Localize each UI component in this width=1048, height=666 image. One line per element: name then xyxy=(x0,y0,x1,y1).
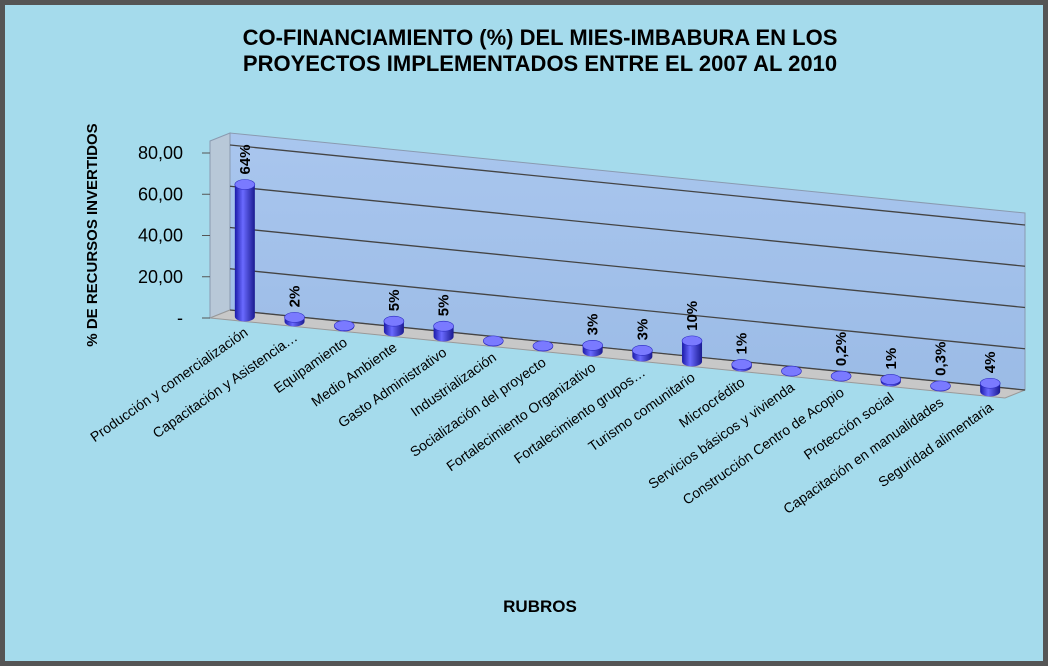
bar-cap xyxy=(781,365,802,377)
y-tick-label: 60,00 xyxy=(138,184,183,204)
bar-cap xyxy=(930,380,951,392)
x-tick-label: Turismo comunitario xyxy=(585,369,698,455)
chart-title: CO-FINANCIAMIENTO (%) DEL MIES-IMBABURA … xyxy=(243,25,838,50)
bar-cap xyxy=(632,345,653,356)
chart-title: PROYECTOS IMPLEMENTADOS ENTRE EL 2007 AL… xyxy=(243,51,837,76)
bar-cap xyxy=(284,312,305,323)
grid-line xyxy=(229,268,1026,350)
value-label: 3% xyxy=(585,314,602,336)
value-label: 0,2% xyxy=(833,332,850,366)
value-label: 5% xyxy=(386,290,403,312)
side-wall xyxy=(209,132,231,319)
bar-cap xyxy=(979,377,1001,389)
bar-cap xyxy=(830,370,852,382)
value-label: 10% xyxy=(684,301,701,331)
bar-cap xyxy=(681,335,703,347)
bar-cap xyxy=(383,315,405,327)
x-axis-title: RUBROS xyxy=(503,597,577,616)
bar-cap xyxy=(482,335,504,347)
bar-cap xyxy=(582,340,603,351)
bar-cap xyxy=(731,359,753,370)
value-label: 64% xyxy=(237,144,254,174)
bar xyxy=(682,340,703,367)
y-tick-label: 20,00 xyxy=(138,267,183,287)
grid-line xyxy=(229,144,1026,226)
value-label: 3% xyxy=(634,319,651,341)
y-axis-title: % DE RECURSOS INVERTIDOS xyxy=(84,123,101,346)
value-label: 0,3% xyxy=(932,342,949,376)
value-label: 5% xyxy=(436,295,453,317)
value-label: 1% xyxy=(883,348,900,370)
chart: CO-FINANCIAMIENTO (%) DEL MIES-IMBABURA … xyxy=(84,25,1026,616)
bar-cap xyxy=(333,320,355,331)
value-label: 1% xyxy=(734,333,751,355)
bar-cap xyxy=(880,374,902,385)
bar-cap xyxy=(433,320,454,332)
grid-line xyxy=(229,185,1026,267)
value-label: 4% xyxy=(982,352,999,374)
y-tick-label: - xyxy=(177,308,183,328)
y-tick-label: 40,00 xyxy=(138,226,183,246)
bar xyxy=(234,184,255,322)
bar-cap xyxy=(234,179,256,190)
value-label: 2% xyxy=(287,286,304,308)
y-tick-label: 80,00 xyxy=(138,143,183,163)
bar-cap xyxy=(532,340,554,352)
grid-line xyxy=(229,226,1026,309)
